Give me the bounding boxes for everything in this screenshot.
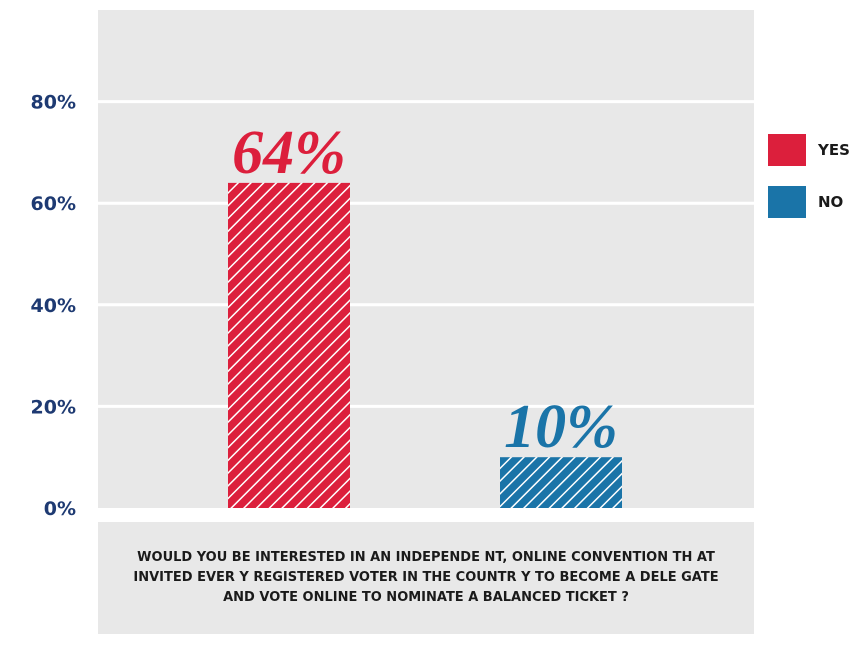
legend-label: NO (818, 193, 843, 211)
legend: YES NO (768, 134, 850, 218)
y-tick-label: 40% (31, 295, 76, 317)
legend-swatch-no (768, 186, 806, 218)
y-tick-label: 60% (31, 193, 76, 215)
legend-label: YES (817, 141, 850, 159)
bar-yes (228, 182, 350, 508)
bar-no (500, 457, 622, 508)
y-tick-label: 80% (31, 92, 76, 114)
question-box: WOULD YOU BE INTERESTED IN AN INDEPENDE … (98, 522, 754, 634)
data-label: 10% (504, 393, 618, 461)
y-tick-label: 20% (31, 396, 76, 418)
y-axis: 0% 20% 40% 60% 80% (31, 92, 76, 520)
gridlines (98, 100, 754, 408)
y-tick-label: 0% (44, 498, 76, 520)
bars: 64% 10% (228, 119, 622, 508)
plot-background (98, 10, 754, 508)
legend-swatch-yes (768, 134, 806, 166)
data-label: 64% (232, 119, 346, 187)
survey-question: WOULD YOU BE INTERESTED IN AN INDEPENDE … (133, 550, 719, 605)
